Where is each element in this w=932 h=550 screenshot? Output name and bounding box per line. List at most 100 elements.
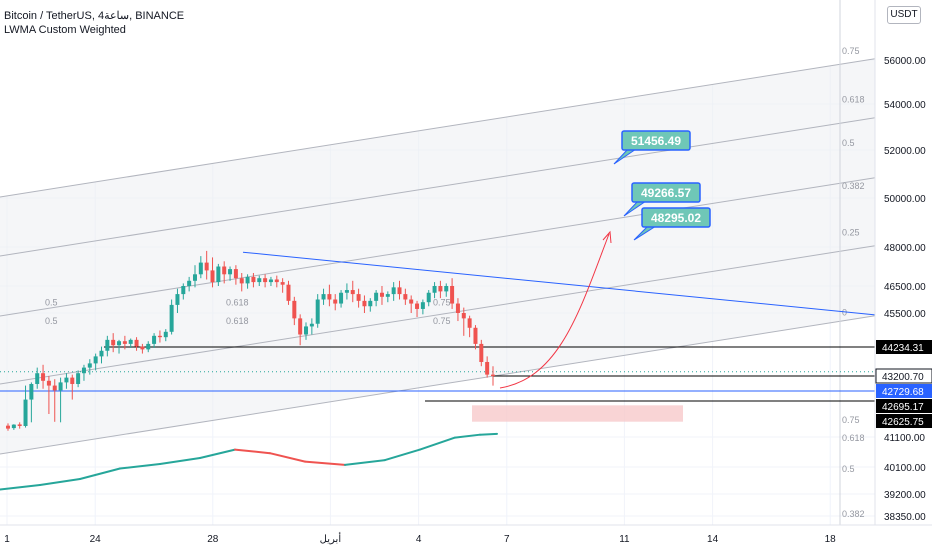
candle-body [198,262,203,275]
ma-segment [269,452,306,463]
candle-body [374,292,379,301]
candle-body [344,290,349,293]
ma-segment [419,436,456,451]
currency-button[interactable]: USDT [887,6,921,24]
candle-body [17,424,22,426]
channel-fill [0,59,875,454]
fib-label: 0.5 [45,316,58,326]
symbol-title: Bitcoin / TetherUS, 4ساعة, BINANCE [4,10,185,22]
forecast-arrow [499,230,612,389]
candle-body [245,276,250,284]
candle-body [122,341,127,344]
fib-label: 0.25 [842,227,860,237]
ma-segment [119,463,161,470]
candle-body [239,278,244,284]
forecast-head [602,230,612,244]
fib-label: 0.618 [226,298,249,308]
support-lines [0,346,875,402]
candle-body [163,331,168,338]
candle-body [111,339,116,346]
candle-body [444,286,449,292]
candle-body [327,294,332,300]
price-tag-text: 42729.68 [882,387,924,398]
fib-label: 0 [842,307,847,317]
candle-body [438,286,443,292]
channel-line [0,315,876,455]
price-tick-label: 39200.00 [884,490,926,501]
candle-body [426,292,431,303]
price-tick-label: 46500.00 [884,282,926,293]
fib-label: 0.75 [842,415,860,425]
time-tick-label: 11 [619,534,630,545]
candle-body [391,287,396,295]
candle-body [233,269,238,279]
candle-body [146,343,151,350]
candle-body [251,276,256,283]
fib-label: 0.75 [433,316,451,326]
candle-body [23,399,28,426]
candle-body [485,361,490,375]
candle-body [58,382,63,391]
price-tag-bg [876,384,932,398]
target-box [621,130,691,151]
candle-body [93,356,98,364]
candle-body [415,303,420,309]
candle-body [76,373,81,384]
candle-body [268,279,273,283]
target-text: 48295.02 [651,211,701,225]
price-tag-bg [875,368,932,384]
candle-body [41,373,46,381]
fib-label: 0.5 [842,464,855,474]
channel-top-area [0,0,875,197]
candle-body [181,286,186,295]
candle-body [379,292,384,297]
candle-body [128,339,133,344]
ma-segment [384,448,421,462]
fib-label: 0.5 [45,298,58,308]
candle-body [228,269,233,275]
price-tag-bg [876,399,932,413]
candle-body [169,304,174,332]
target-text: 51456.49 [631,134,681,148]
candle-body [99,350,104,357]
time-tick-label: 4 [416,534,422,545]
candle-body [216,266,221,283]
candle-body [333,299,338,304]
price-tick-label: 48000.00 [884,243,926,254]
trendline-line [242,251,876,316]
candle-body [134,339,139,347]
fib-label: 0.618 [226,316,249,326]
candle-body [187,280,192,286]
candle-body [140,346,145,350]
candles [6,250,495,431]
candle-body [35,373,40,384]
ma-segment [79,467,121,480]
price-tick-label: 52000.00 [884,146,926,157]
ma-segment [0,484,41,491]
indicator-title: LWMA Custom Weighted [4,24,126,36]
price-tag-bg [876,340,932,354]
candle-body [204,262,209,271]
price-tag-bg [876,414,932,428]
price-tick-label: 45500.00 [884,309,926,320]
candle-body [309,323,314,327]
candle-body [461,313,466,319]
candle-body [356,294,361,301]
ma-segment [454,433,481,439]
price-tick-label: 40100.00 [884,463,926,474]
price-tag-text: 42695.17 [882,402,924,413]
support-zone [472,405,683,422]
candle-body [280,282,285,285]
time-tick-label: 1 [4,534,10,545]
target-labels: 51456.49 49266.57 48295.02 [613,130,711,241]
fib-label: 0.382 [842,509,865,519]
time-tick-label: 24 [90,534,102,545]
candle-body [479,343,484,362]
forecast-curve [499,233,610,389]
moving-average [0,432,498,491]
fib-label: 0.382 [842,181,865,191]
fib-label: 0.75 [842,46,860,56]
fib-label: 0.75 [433,298,451,308]
target-box [631,182,701,203]
